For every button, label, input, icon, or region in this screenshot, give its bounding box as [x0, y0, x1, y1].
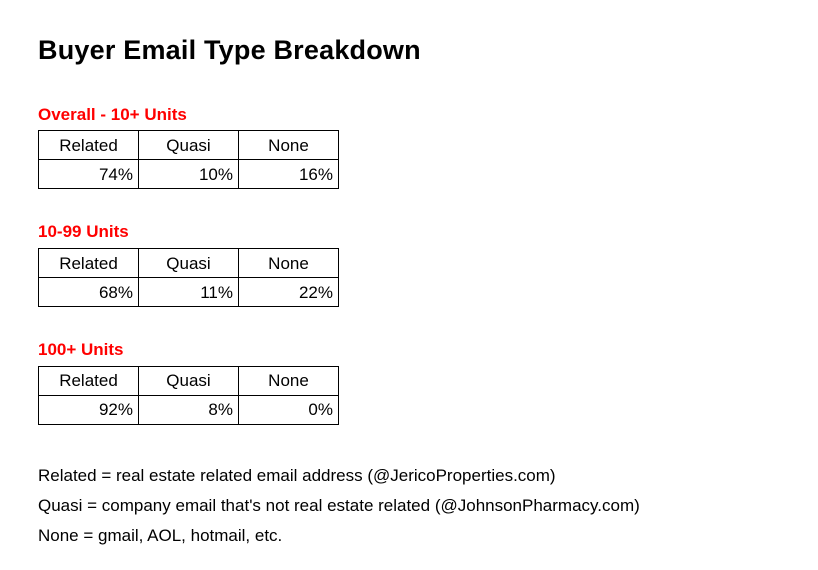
- table-100-plus: Related Quasi None 92% 8% 0%: [38, 365, 339, 425]
- value-cell-related: 74%: [38, 159, 139, 190]
- value-cell-related: 92%: [38, 394, 139, 425]
- header-cell-related: Related: [38, 365, 139, 396]
- header-cell-quasi: Quasi: [138, 365, 239, 396]
- table-title-100-plus: 100+ Units: [38, 340, 124, 360]
- header-cell-related: Related: [38, 248, 139, 279]
- value-cell-quasi: 11%: [138, 277, 239, 308]
- value-cell-none: 22%: [238, 277, 339, 308]
- value-cell-none: 16%: [238, 159, 339, 190]
- header-cell-quasi: Quasi: [138, 248, 239, 279]
- value-cell-related: 68%: [38, 277, 139, 308]
- legend: Related = real estate related email addr…: [38, 461, 788, 551]
- header-cell-quasi: Quasi: [138, 130, 239, 161]
- header-cell-related: Related: [38, 130, 139, 161]
- table-block-100-plus: 100+ Units Related Quasi None 92% 8% 0%: [38, 340, 788, 425]
- header-cell-none: None: [238, 248, 339, 279]
- table-title-10-99: 10-99 Units: [38, 222, 129, 242]
- header-cell-none: None: [238, 130, 339, 161]
- table-value-row: 68% 11% 22%: [38, 277, 339, 308]
- table-value-row: 92% 8% 0%: [38, 394, 339, 425]
- page-title: Buyer Email Type Breakdown: [38, 35, 421, 65]
- table-header-row: Related Quasi None: [38, 365, 339, 396]
- legend-line-related: Related = real estate related email addr…: [38, 465, 556, 485]
- legend-line-quasi: Quasi = company email that's not real es…: [38, 495, 640, 515]
- table-value-row: 74% 10% 16%: [38, 159, 339, 190]
- table-block-10-99: 10-99 Units Related Quasi None 68% 11% 2…: [38, 222, 788, 308]
- table-10-99: Related Quasi None 68% 11% 22%: [38, 248, 339, 308]
- value-cell-quasi: 10%: [138, 159, 239, 190]
- table-title-overall: Overall - 10+ Units: [38, 104, 187, 124]
- header-cell-none: None: [238, 365, 339, 396]
- table-overall: Related Quasi None 74% 10% 16%: [38, 130, 339, 190]
- table-header-row: Related Quasi None: [38, 248, 339, 279]
- table-block-overall: Overall - 10+ Units Related Quasi None 7…: [38, 104, 788, 190]
- table-header-row: Related Quasi None: [38, 130, 339, 161]
- value-cell-quasi: 8%: [138, 394, 239, 425]
- value-cell-none: 0%: [238, 394, 339, 425]
- legend-line-none: None = gmail, AOL, hotmail, etc.: [38, 525, 283, 545]
